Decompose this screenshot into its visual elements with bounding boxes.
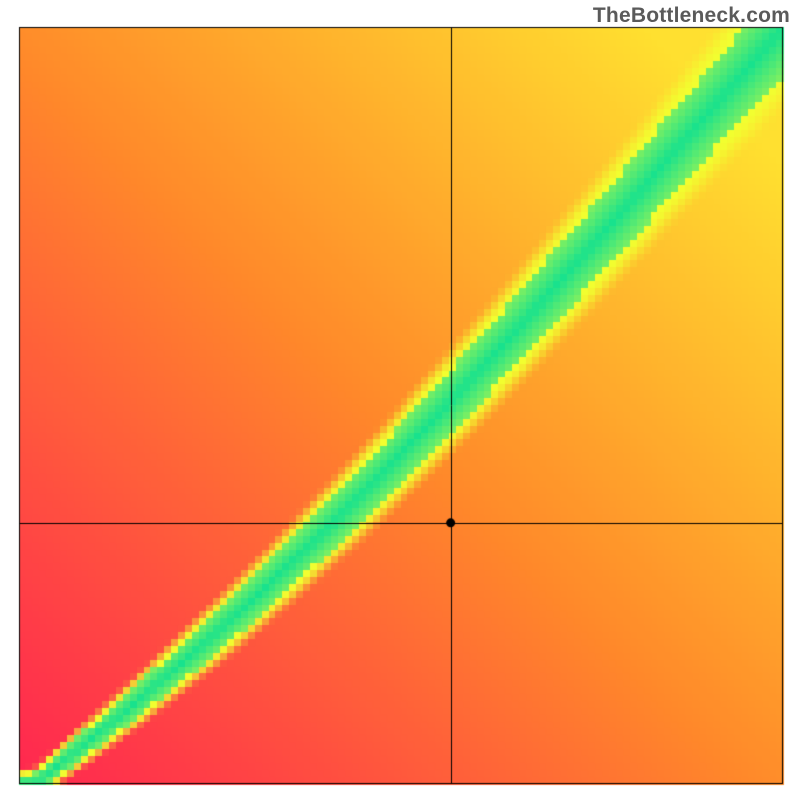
watermark-text: TheBottleneck.com	[583, 0, 800, 34]
bottleneck-heatmap	[0, 0, 800, 800]
